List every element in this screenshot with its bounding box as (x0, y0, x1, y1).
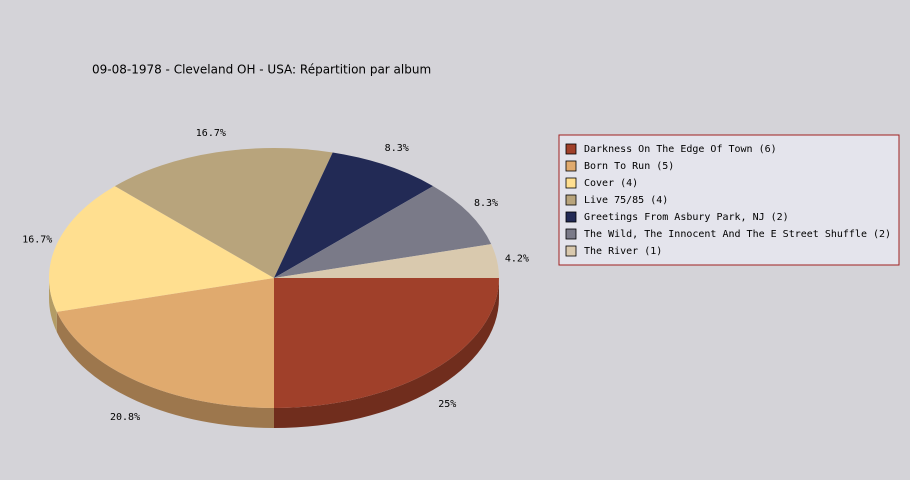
pie-slice (274, 278, 499, 408)
pie-slice (274, 244, 499, 278)
chart-title: 09-08-1978 - Cleveland OH - USA: Réparti… (92, 63, 431, 77)
data-label: 16.7% (196, 128, 226, 139)
pie-slice-side (274, 278, 499, 428)
data-label: 20.8% (110, 412, 140, 423)
pie-slice (274, 186, 492, 278)
pie-slice-side (56, 311, 275, 428)
data-label: 8.3% (474, 198, 498, 209)
data-label: 8.3% (385, 143, 409, 154)
legend-label: Darkness On The Edge Of Town (6) (584, 144, 777, 155)
legend-label: Cover (4) (584, 178, 638, 189)
data-label: 25% (438, 399, 456, 410)
pie-slice (56, 278, 275, 408)
data-label: 16.7% (22, 234, 52, 245)
legend-label: The River (1) (584, 246, 662, 257)
pie-slice (48, 186, 274, 312)
legend-label: Born To Run (5) (584, 161, 674, 172)
legend-label: Greetings From Asbury Park, NJ (2) (584, 212, 789, 223)
pie-slice (114, 147, 333, 278)
legend-swatch (565, 194, 577, 206)
legend-box (558, 134, 900, 266)
legend-swatch (565, 245, 577, 257)
legend-swatch (565, 143, 577, 155)
legend-swatch (565, 228, 577, 240)
legend-swatch (565, 177, 577, 189)
data-label: 4.2% (505, 253, 529, 264)
pie-slice-side (49, 278, 57, 332)
legend-label: The Wild, The Innocent And The E Street … (584, 229, 891, 240)
legend-label: Live 75/85 (4) (584, 195, 668, 206)
legend-swatch (565, 160, 577, 172)
legend-swatch (565, 211, 577, 223)
pie-slice (274, 152, 434, 278)
